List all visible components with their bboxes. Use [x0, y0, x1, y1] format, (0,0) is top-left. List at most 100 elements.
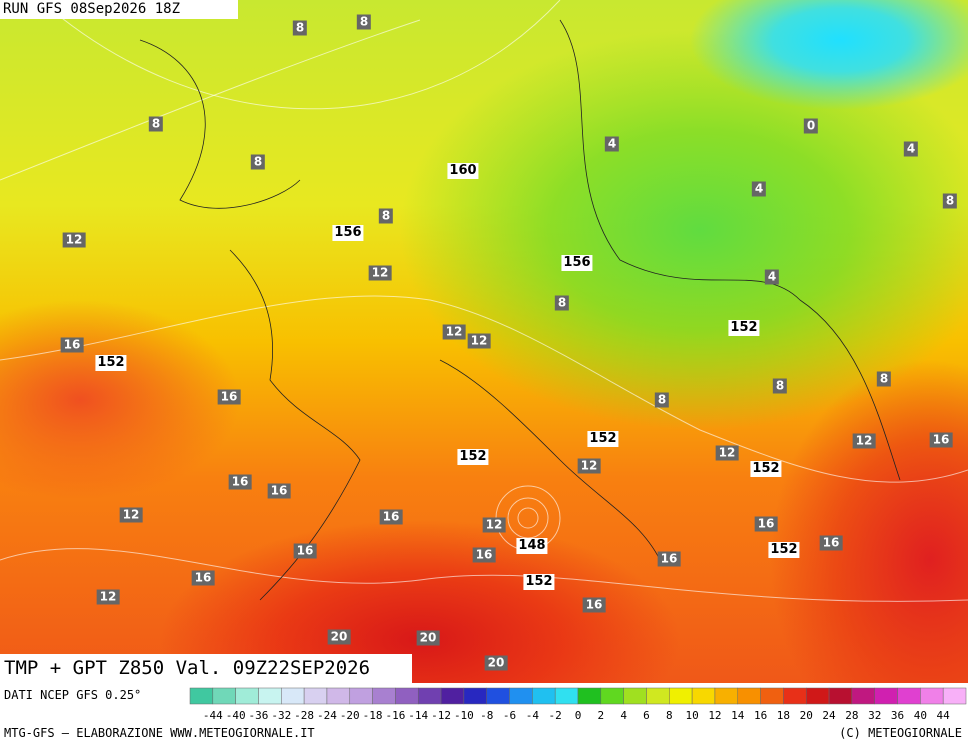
legend-swatch [851, 687, 875, 705]
legend-label: -44 [203, 709, 223, 722]
temperature-label: 8 [942, 193, 958, 209]
legend-label: 6 [643, 709, 650, 722]
legend-label: 24 [822, 709, 836, 722]
legend-swatch [783, 687, 807, 705]
legend-swatch [349, 687, 373, 705]
legend-label: -18 [363, 709, 383, 722]
legend-swatch [828, 687, 853, 705]
legend-label: 28 [845, 709, 858, 722]
legend-swatch [623, 687, 647, 705]
legend-label: -28 [294, 709, 314, 722]
height-label: 152 [457, 449, 489, 465]
temperature-label: 8 [772, 378, 788, 394]
temperature-label: 20 [327, 629, 351, 645]
temperature-label: 8 [654, 392, 670, 408]
legend-label: -16 [385, 709, 405, 722]
temperature-label: 12 [577, 458, 601, 474]
temperature-label: 16 [267, 483, 291, 499]
legend-swatch [486, 687, 510, 705]
temperature-label: 12 [119, 507, 143, 523]
height-label: 152 [728, 320, 760, 336]
legend-label: -36 [249, 709, 269, 722]
legend-label: -4 [526, 709, 540, 722]
legend-swatch [212, 687, 236, 705]
legend-swatch [691, 687, 716, 705]
copyright: (C) METEOGIORNALE [839, 726, 962, 740]
legend-label: -24 [317, 709, 337, 722]
legend-swatch [417, 687, 442, 705]
legend-label: 12 [708, 709, 721, 722]
legend-swatch [874, 687, 898, 705]
temperature-label: 12 [368, 265, 392, 281]
temperature-label: 8 [148, 116, 164, 132]
legend-label: 16 [754, 709, 767, 722]
legend-swatch [805, 687, 830, 705]
legend-label: -14 [408, 709, 428, 722]
run-label: RUN GFS 08Sep2026 18Z [0, 0, 238, 19]
temperature-label: 16 [819, 535, 843, 551]
legend-swatch [942, 687, 967, 705]
legend-swatch [189, 687, 214, 705]
legend-label: -2 [549, 709, 562, 722]
temperature-label: 4 [751, 181, 767, 197]
temperature-label: 4 [764, 269, 780, 285]
legend-label: 20 [800, 709, 813, 722]
legend-swatch [669, 687, 693, 705]
legend-label: -32 [271, 709, 291, 722]
source: DATI NCEP GFS 0.25° [4, 688, 142, 702]
legend-swatch [760, 687, 784, 705]
legend-swatch [395, 687, 419, 705]
temperature-label: 16 [472, 547, 496, 563]
temperature-label: 12 [715, 445, 739, 461]
temperature-label: 16 [754, 516, 778, 532]
temperature-label: 16 [582, 597, 606, 613]
legend-swatch [714, 687, 739, 705]
height-label: 160 [447, 163, 479, 179]
temperature-label: 12 [852, 433, 876, 449]
color-legend: -44 -40 -36 -32 -28 -24 -20 -18 -16 -14 -12 -10 -8 -6… [189, 687, 967, 722]
legend-swatch [258, 687, 282, 705]
temperature-label: 12 [442, 324, 466, 340]
temperature-label: 0 [803, 118, 819, 134]
legend-swatch [235, 687, 259, 705]
legend-swatch [600, 687, 624, 705]
legend-swatch [281, 687, 305, 705]
temperature-label: 16 [217, 389, 241, 405]
height-label: 156 [561, 255, 593, 271]
legend-label: 4 [620, 709, 627, 722]
legend-label: 10 [685, 709, 698, 722]
credit: MTG-GFS – ELABORAZIONE WWW.METEOGIORNALE… [4, 726, 315, 740]
height-label: 148 [516, 538, 548, 554]
legend-swatch [440, 687, 465, 705]
temperature-label: 12 [467, 333, 491, 349]
legend-label: 44 [937, 709, 951, 722]
temperature-label: 8 [250, 154, 266, 170]
temperature-label: 16 [379, 509, 403, 525]
legend-label: 32 [868, 709, 881, 722]
legend-swatch [509, 687, 533, 705]
legend-swatch [532, 687, 556, 705]
height-label: 152 [587, 431, 619, 447]
legend-label: 2 [598, 709, 605, 722]
legend-swatch [463, 687, 487, 705]
legend-label: -8 [480, 709, 493, 722]
legend-label: 8 [666, 709, 673, 722]
legend-label: 14 [731, 709, 745, 722]
legend-swatch [303, 687, 328, 705]
height-label: 156 [332, 225, 364, 241]
legend-label: -6 [503, 709, 516, 722]
temperature-label: 8 [292, 20, 308, 36]
caption: TMP + GPT Z850 Val. 09Z22SEP2026 [0, 654, 412, 683]
legend-swatch [554, 687, 579, 705]
legend-label: -20 [340, 709, 360, 722]
legend-label: 18 [777, 709, 790, 722]
height-label: 152 [523, 574, 555, 590]
temperature-label: 12 [96, 589, 120, 605]
temperature-label: 20 [416, 630, 440, 646]
map: 8 8 8 8 4 0 4 4 8 12 8 12 4 8 12 12 16 8 8 16 8 12 16 12 12 16 16 1… [0, 0, 968, 683]
temperature-label: 20 [484, 655, 508, 671]
height-label: 152 [768, 542, 800, 558]
temperature-label: 8 [378, 208, 394, 224]
legend-label: 0 [575, 709, 582, 722]
temperature-label: 4 [903, 141, 919, 157]
